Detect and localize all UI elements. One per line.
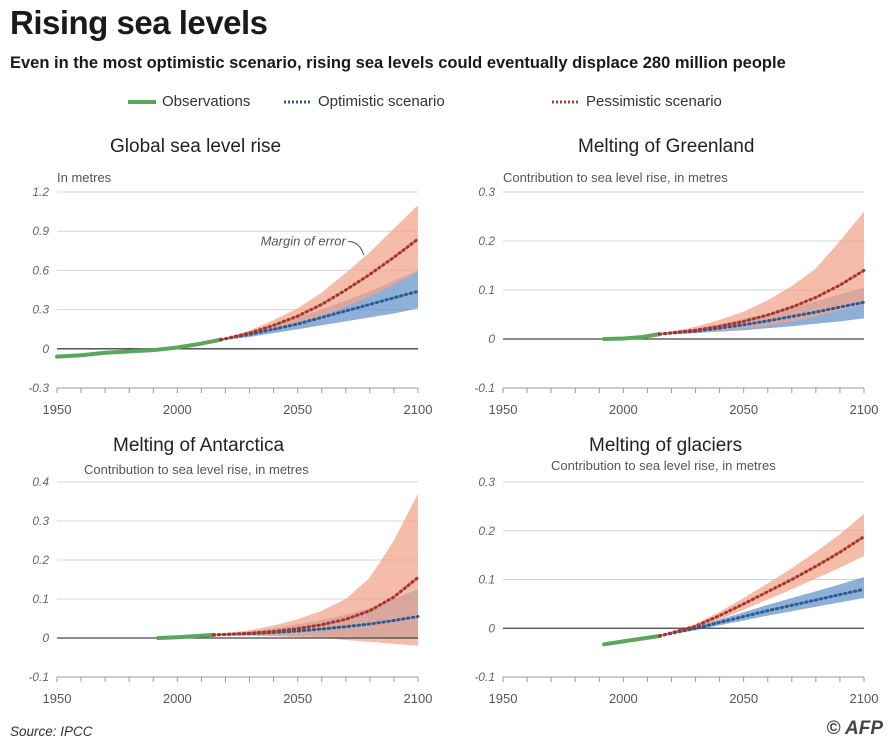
- y-tick-label: 0.2: [32, 553, 49, 567]
- x-tick-label: 2050: [729, 402, 758, 417]
- legend-label: Observations: [162, 93, 251, 110]
- y-tick-label: 0.3: [32, 303, 49, 317]
- optimistic-series-line: [657, 587, 866, 638]
- y-tick-label: -0.1: [28, 670, 49, 684]
- chart-panel-1: Global sea level rise In metres -0.3 0 0.3 0.…: [28, 136, 432, 417]
- chart-ylabel: Contribution to sea level rise, in metre…: [503, 170, 728, 185]
- optimistic-series-line: [219, 289, 420, 342]
- pessimistic-series-line: [657, 535, 866, 638]
- page-title: Rising sea levels: [10, 4, 268, 41]
- agency-credit: © AFP: [826, 718, 883, 739]
- x-tick-label: 2000: [163, 691, 192, 706]
- x-tick-label: 2000: [609, 691, 638, 706]
- chart-title: Melting of Greenland: [578, 136, 754, 157]
- optimistic-swatch-icon: [284, 99, 312, 105]
- pessimistic-series-line: [211, 576, 420, 637]
- observations-series-line: [156, 632, 216, 640]
- x-tick-label: 1950: [43, 691, 72, 706]
- y-tick-label: -0.1: [474, 670, 495, 684]
- optimistic-error-band: [220, 270, 418, 340]
- y-tick-label: -0.1: [474, 381, 495, 395]
- x-tick-label: 2050: [283, 691, 312, 706]
- x-tick-label: 2100: [404, 402, 433, 417]
- y-tick-label: 0: [488, 332, 495, 346]
- pessimistic-error-band: [659, 513, 864, 636]
- x-tick-label: 2050: [283, 402, 312, 417]
- chart-title: Global sea level rise: [110, 136, 281, 157]
- annotation-pointer: [347, 240, 365, 256]
- y-tick-label: 0.2: [478, 234, 495, 248]
- y-tick-label: 0.2: [478, 524, 495, 538]
- y-tick-label: 0.4: [32, 475, 49, 489]
- legend-item-pessimistic: Pessimistic scenario: [552, 93, 722, 110]
- x-tick-label: 2000: [609, 402, 638, 417]
- chart-title: Melting of glaciers: [589, 435, 742, 456]
- observations-series-line: [602, 634, 662, 647]
- x-tick-label: 2100: [850, 691, 879, 706]
- chart-ylabel: Contribution to sea level rise, in metre…: [551, 458, 776, 473]
- legend: Observations Optimistic scenario Pessimi…: [0, 93, 895, 115]
- y-tick-label: 0.1: [478, 573, 495, 587]
- observations-swatch-icon: [128, 99, 156, 105]
- legend-item-optimistic: Optimistic scenario: [284, 93, 445, 110]
- y-tick-label: 0.9: [32, 224, 49, 238]
- pessimistic-series-line: [657, 268, 866, 336]
- legend-item-observations: Observations: [128, 93, 250, 110]
- page-subtitle: Even in the most optimistic scenario, ri…: [10, 54, 786, 72]
- y-tick-label: 0.3: [32, 514, 49, 528]
- pessimistic-error-band: [220, 205, 418, 340]
- chart-panel-3: Melting of Antarctica Contribution to sea…: [28, 435, 432, 706]
- x-tick-label: 1950: [43, 402, 72, 417]
- y-tick-label: 0: [488, 621, 495, 635]
- chart-ylabel: Contribution to sea level rise, in metre…: [84, 462, 309, 477]
- chart-panel-4: Melting of glaciers Contribution to sea l…: [474, 435, 878, 706]
- source-note: Source: IPCC: [10, 724, 93, 739]
- y-tick-label: 0.1: [478, 283, 495, 297]
- legend-label: Pessimistic scenario: [586, 93, 722, 110]
- y-tick-label: 0.1: [32, 592, 49, 606]
- x-tick-label: 2050: [729, 691, 758, 706]
- legend-label: Optimistic scenario: [318, 93, 445, 110]
- pessimistic-error-band: [659, 211, 864, 335]
- observations-series-line: [602, 332, 662, 341]
- optimistic-error-band: [659, 287, 864, 335]
- x-tick-label: 2000: [163, 402, 192, 417]
- chart-title: Melting of Antarctica: [113, 435, 285, 456]
- y-tick-label: 0: [42, 342, 49, 356]
- y-tick-label: 0: [42, 631, 49, 645]
- x-tick-label: 2100: [850, 402, 879, 417]
- y-tick-label: 0.3: [478, 185, 495, 199]
- y-tick-label: -0.3: [28, 381, 49, 395]
- chart-panel-2: Melting of Greenland Contribution to sea …: [474, 136, 878, 417]
- y-tick-label: 0.6: [32, 263, 49, 277]
- y-tick-label: 1.2: [32, 185, 49, 199]
- pessimistic-series-line: [219, 237, 420, 342]
- x-tick-label: 1950: [489, 691, 518, 706]
- x-tick-label: 1950: [489, 402, 518, 417]
- pessimistic-error-band: [213, 493, 418, 646]
- chart-ylabel: In metres: [57, 170, 112, 185]
- x-tick-label: 2100: [404, 691, 433, 706]
- annotation-margin-of-error: Margin of error: [261, 233, 347, 248]
- y-tick-label: 0.3: [478, 475, 495, 489]
- observations-series-line: [55, 337, 223, 359]
- pessimistic-swatch-icon: [552, 99, 580, 105]
